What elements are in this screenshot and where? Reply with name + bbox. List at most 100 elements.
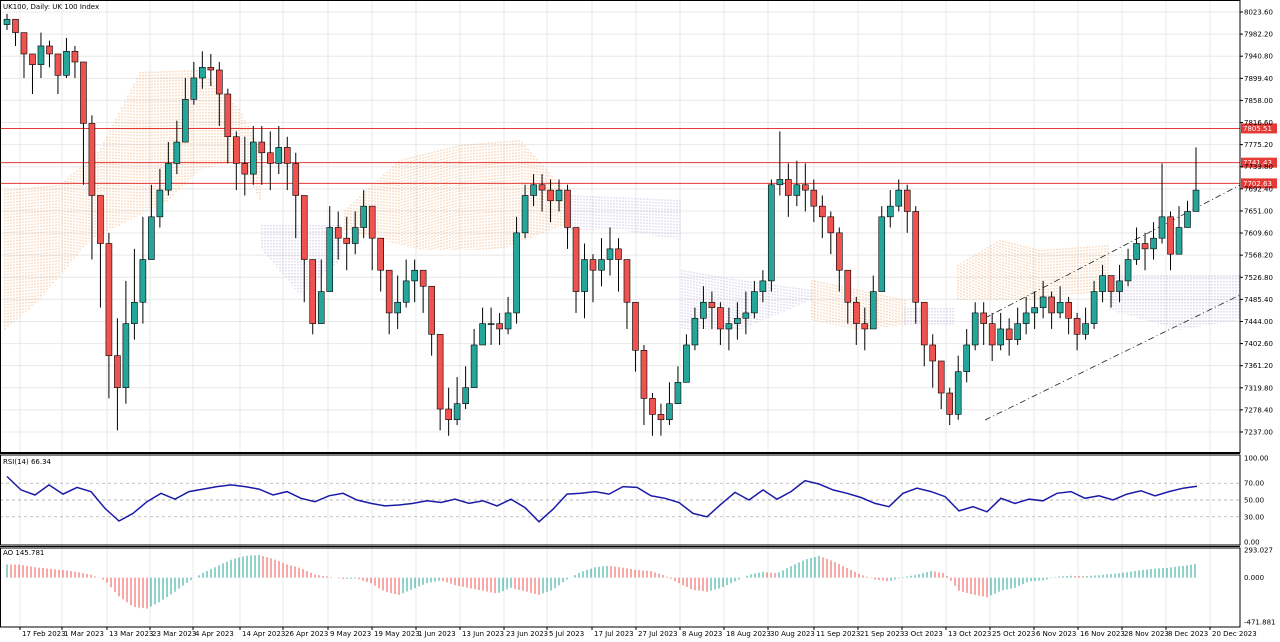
candle-bear	[88, 123, 96, 196]
candle-bull	[122, 323, 130, 388]
x-tick-label: 28 Nov 2023	[1124, 630, 1169, 638]
ao-tick-label: 0.000	[1244, 574, 1264, 582]
x-tick-label: 19 May 2023	[374, 630, 420, 638]
level-tag	[1241, 123, 1277, 134]
candle-bear	[105, 243, 113, 356]
x-tick-label: 18 Aug 2023	[726, 630, 771, 638]
x-tick-label: 11 Sep 2023	[816, 630, 860, 638]
trend-channel[interactable]	[984, 184, 1241, 421]
candle-bear	[810, 189, 818, 207]
candle-bull	[776, 179, 784, 186]
candle-bear	[300, 195, 308, 260]
ao-panel	[6, 554, 1196, 609]
candle-bear	[343, 237, 351, 244]
candle-bear	[54, 53, 62, 76]
candle-bull	[37, 45, 45, 65]
candle-bull	[360, 205, 368, 228]
candle-bear	[496, 323, 503, 330]
y-tick-label: 7485.40	[1244, 296, 1273, 304]
x-tick-label: 30 Aug 2023	[770, 630, 815, 638]
candle-bear	[657, 414, 665, 421]
candle-bear	[334, 227, 342, 239]
x-tick-label: 1 Mar 2023	[64, 630, 104, 638]
horizontal-levels[interactable]	[0, 127, 1240, 184]
y-tick-label: 7444.00	[1244, 318, 1273, 326]
candle-bull	[3, 18, 11, 25]
candle-bull	[1014, 323, 1021, 340]
y-tick-label: 7775.20	[1244, 141, 1273, 149]
candle-bear	[445, 408, 452, 421]
candle-bull	[793, 184, 801, 196]
ao-title: AO 145.781	[3, 549, 44, 557]
candle-bull	[1124, 259, 1132, 282]
candle-bull	[1116, 280, 1123, 292]
main-frame	[0, 0, 1241, 453]
candle-bull	[886, 205, 894, 218]
candle-bull	[156, 189, 164, 218]
candle-bear	[20, 32, 28, 55]
y-tick-label: 7568.20	[1244, 252, 1273, 260]
grid	[0, 0, 1240, 627]
candle-bull	[513, 232, 520, 314]
candle-bear	[377, 237, 384, 271]
candle-bull	[674, 382, 682, 405]
candle-bear	[708, 301, 716, 308]
candle-bear	[980, 312, 987, 324]
candle-bull	[1133, 243, 1140, 260]
x-tick-label: 5 Jul 2023	[549, 630, 584, 638]
channel-upper[interactable]	[984, 184, 1241, 319]
candle-bull	[504, 312, 512, 330]
x-tick-label: 16 Nov 2023	[1080, 630, 1125, 638]
panel-frames	[0, 0, 1241, 628]
candle-bull	[487, 323, 495, 325]
candle-bull	[131, 301, 138, 324]
candle-bull	[63, 50, 70, 76]
candle-bull	[555, 189, 563, 202]
candle-bear	[1107, 275, 1115, 292]
candle-bull	[742, 312, 750, 319]
candle-bear	[623, 259, 631, 303]
candle-bull	[606, 248, 614, 260]
x-tick-label: 6 Nov 2023	[1036, 630, 1076, 638]
x-tick-label: 1 Jun 2023	[418, 630, 456, 638]
candle-bull	[453, 403, 461, 421]
candle-bear	[436, 333, 444, 410]
candle-bull	[190, 77, 198, 100]
candle-bear	[937, 360, 945, 394]
candles	[3, 13, 1200, 436]
candle-bear	[640, 350, 648, 399]
candle-bull	[275, 147, 283, 164]
candle-bear	[283, 147, 291, 164]
channel-lower[interactable]	[984, 294, 1241, 421]
ao-frame	[0, 547, 1241, 628]
candle-bull	[1184, 211, 1191, 228]
candle-bull	[963, 344, 970, 372]
ao-tick-label: 293.027	[1244, 547, 1273, 555]
candle-bull	[581, 259, 588, 292]
candle-bear	[835, 232, 843, 271]
rsi-tick-label: 0.00	[1244, 539, 1260, 547]
candle-bear	[258, 141, 266, 154]
y-tick-label: 7940.80	[1244, 53, 1273, 61]
candle-bull	[869, 291, 877, 330]
candle-bear	[844, 269, 852, 303]
candle-bull	[691, 317, 699, 346]
main-chart-title: UK100, Daily: UK 100 Index	[3, 3, 99, 11]
candle-bull	[683, 344, 690, 383]
rsi-line	[6, 475, 1198, 523]
candle-bear	[71, 50, 79, 63]
y-tick-label: 7609.60	[1244, 230, 1273, 238]
candle-bull	[462, 387, 469, 405]
candle-bear	[912, 211, 920, 303]
x-tick-label: 21 Sep 2023	[860, 630, 904, 638]
candle-bull	[1022, 312, 1030, 324]
candle-bear	[1141, 243, 1149, 250]
candle-bear	[564, 189, 571, 228]
x-tick-label: 13 Oct 2023	[948, 630, 991, 638]
candle-bull	[470, 344, 478, 388]
x-tick-label: 17 Feb 2023	[22, 630, 66, 638]
y-tick-label: 7526.80	[1244, 274, 1273, 282]
candle-bull	[734, 317, 741, 324]
candle-bull	[971, 312, 979, 346]
